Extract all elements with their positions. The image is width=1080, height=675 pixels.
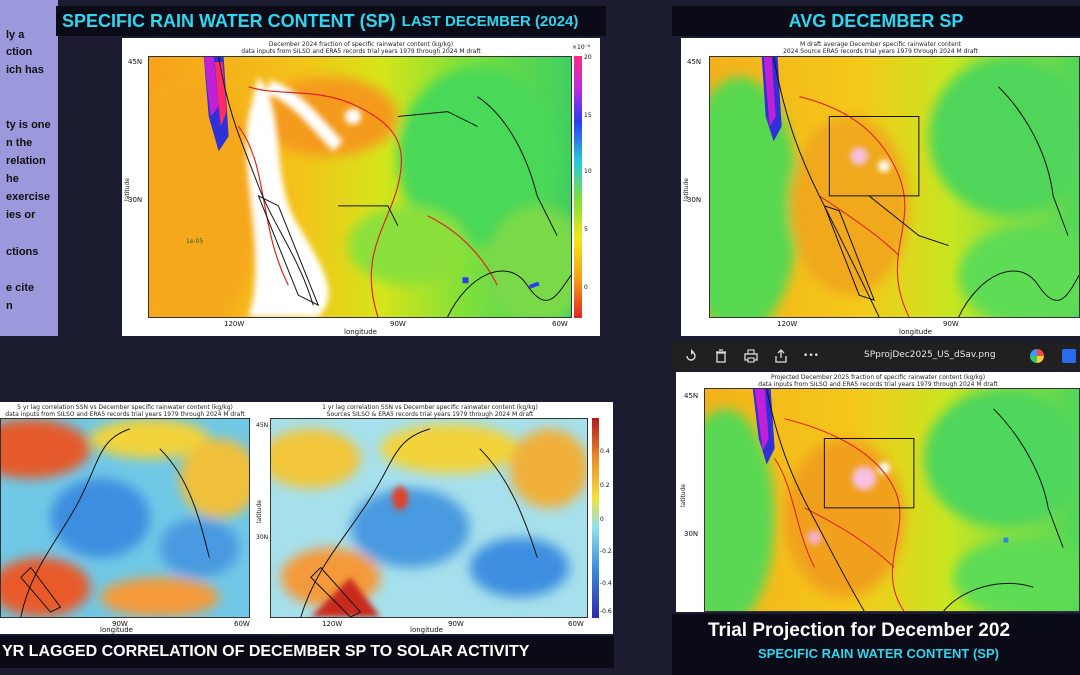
map-subtitle: 2024 Source ERA5 records trial years 197… (783, 48, 978, 55)
map-subtitle: data inputs from SILSO and ERA5 records … (5, 411, 245, 418)
y-axis-label: latitude (256, 499, 264, 524)
map-annotation: 1e-05 (186, 238, 204, 245)
colorbar (592, 418, 599, 618)
heading-projection: Trial Projection for December 202 SPECIF… (672, 614, 1080, 675)
notes-line: relation (6, 155, 46, 167)
notes-line: ction (6, 46, 33, 58)
delete-icon[interactable] (710, 345, 732, 367)
map-subtitle: data inputs from SILSO and ERA5 records … (241, 48, 481, 55)
lon-label: 90W (448, 620, 464, 628)
colorbar-tick: 0.2 (600, 482, 610, 489)
rain-field-map (704, 388, 1080, 612)
lat-label: 45N (128, 58, 143, 66)
notes-panel: ly a ction ich has ty is one n the relat… (0, 0, 58, 336)
share-icon[interactable] (770, 345, 792, 367)
print-icon[interactable] (740, 345, 762, 367)
lon-label: 60W (552, 320, 568, 328)
map-title: Projected December 2025 fraction of spec… (770, 374, 986, 381)
lon-label: 60W (568, 620, 584, 628)
map-title: December 2024 fraction of specific rainw… (268, 41, 454, 48)
image-filename: SPprojDec2025_US_dSav.png (864, 350, 996, 360)
notes-line: ly a (6, 29, 25, 41)
x-axis-label: longitude (410, 626, 443, 634)
heading-avg-text: AVG DECEMBER SP (788, 10, 964, 31)
lon-label: 120W (224, 320, 245, 328)
notes-line: ty is one (6, 119, 51, 131)
heading-dec2024: SPECIFIC RAIN WATER CONTENT (SP) LAST DE… (56, 6, 606, 36)
colorbar-exponent: ×10⁻⁶ (572, 44, 591, 51)
lat-label: 30N (256, 534, 269, 541)
notes-line: n (6, 300, 13, 312)
map-projection: Projected December 2025 fraction of spec… (676, 372, 1080, 612)
correlation-title: YR LAGGED CORRELATION OF DECEMBER SP TO … (2, 643, 530, 660)
y-axis-label: latitude (124, 177, 132, 202)
correlation-map-1 (0, 418, 250, 618)
notes-line: n the (6, 137, 33, 149)
more-icon[interactable]: ••• (803, 351, 819, 361)
projection-title: Trial Projection for December 202 (708, 620, 1011, 641)
rain-field-map (148, 56, 572, 318)
map-avg: M draft average December specific rainwa… (681, 38, 1080, 336)
map-title: 1 yr lag correlation SSN vs December spe… (322, 404, 538, 411)
edit-icon[interactable] (1062, 349, 1076, 363)
notes-line: ich has (6, 64, 44, 76)
colorbar-tick: 15 (584, 112, 592, 119)
lat-label: 45N (687, 58, 702, 66)
notes-line: e cite (6, 282, 35, 294)
colorbar-tick: -0.2 (600, 548, 612, 555)
lon-label: 60W (234, 620, 250, 628)
colorbar-tick: 0 (584, 284, 588, 291)
colorbar-tick: -0.6 (600, 608, 612, 615)
colorbar (574, 56, 582, 318)
lat-label: 45N (684, 392, 699, 400)
y-axis-label: latitude (680, 483, 688, 508)
lon-label: 120W (777, 320, 798, 328)
projection-subtitle: SPECIFIC RAIN WATER CONTENT (SP) (758, 646, 999, 661)
map-dec2024: December 2024 fraction of specific rainw… (122, 38, 600, 336)
heading-correlation: YR LAGGED CORRELATION OF DECEMBER SP TO … (0, 636, 614, 668)
lat-label: 45N (256, 422, 269, 429)
correlation-panel: 5 yr lag correlation SSN vs December spe… (0, 402, 613, 634)
map-subtitle: data inputs from SILSO and ERA5 records … (758, 381, 998, 388)
colorbar-tick: 20 (584, 54, 592, 61)
colorbar-tick: 5 (584, 226, 588, 233)
heading-main-text: SPECIFIC RAIN WATER CONTENT (SP) (62, 10, 396, 31)
lon-label: 90W (943, 320, 959, 328)
notes-line: he (6, 173, 19, 185)
notes-line: ies or (6, 209, 36, 221)
heading-avg: AVG DECEMBER SP (672, 6, 1080, 36)
map-title: 5 yr lag correlation SSN vs December spe… (17, 404, 233, 411)
heading-small-text: LAST DECEMBER (2024) (401, 12, 579, 30)
colorbar-tick: 0 (600, 516, 604, 523)
lat-label: 30N (687, 196, 702, 204)
map-title: M draft average December specific rainwa… (800, 41, 961, 48)
x-axis-label: longitude (100, 626, 133, 634)
colorbar-tick: 10 (584, 168, 592, 175)
map-subtitle: Sources SILSO & ERA5 records trial years… (326, 411, 534, 418)
colorbar-tick: 0.4 (600, 448, 610, 455)
lat-label: 30N (684, 530, 699, 538)
x-axis-label: longitude (344, 328, 377, 336)
lon-label: 90W (390, 320, 406, 328)
image-viewer-toolbar: ••• SPprojDec2025_US_dSav.png (672, 342, 1080, 370)
notes-line: exercise (6, 191, 51, 203)
lon-label: 120W (322, 620, 343, 628)
correlation-map-2 (270, 418, 588, 618)
notes-line: ctions (6, 246, 39, 258)
lat-label: 30N (128, 196, 143, 204)
x-axis-label: longitude (899, 328, 932, 336)
rain-field-map (709, 56, 1080, 318)
colorbar-tick: -0.4 (600, 580, 612, 587)
y-axis-label: latitude (683, 177, 691, 202)
copilot-icon[interactable] (1030, 349, 1044, 363)
rotate-icon[interactable] (680, 345, 702, 367)
lon-label: 90W (112, 620, 128, 628)
